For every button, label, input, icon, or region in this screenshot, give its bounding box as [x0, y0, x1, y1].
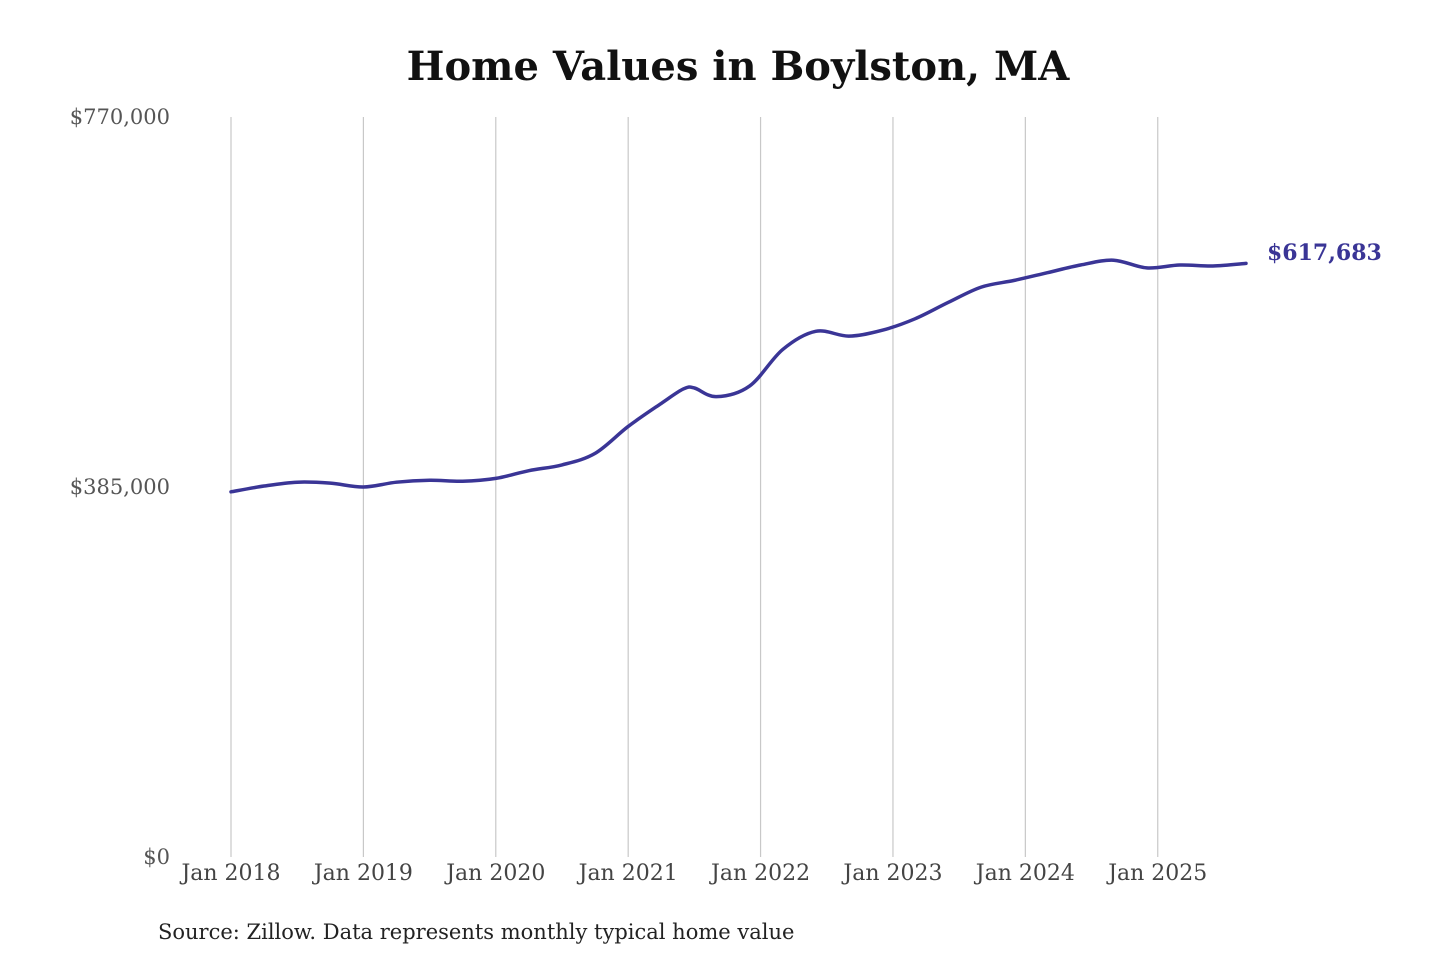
home-value-line	[229, 258, 1248, 494]
chart-title: Home Values in Boylston, MA	[407, 43, 1071, 90]
series-layer	[229, 258, 1248, 494]
x-tick-label: Jan 2023	[841, 861, 942, 886]
x-tick-label: Jan 2024	[974, 861, 1075, 886]
x-axis-tick-labels: Jan 2018 Jan 2019 Jan 2020 Jan 2021 Jan 2022…	[179, 861, 1207, 886]
gridlines	[230, 117, 1159, 857]
x-tick-label: Jan 2025	[1106, 861, 1207, 886]
x-tick-label: Jan 2019	[312, 861, 413, 886]
y-tick-label: $385,000	[70, 475, 170, 499]
x-tick-label: Jan 2018	[179, 861, 280, 886]
x-tick-label: Jan 2021	[577, 861, 678, 886]
y-tick-label: $0	[143, 845, 170, 869]
x-tick-label: Jan 2020	[444, 861, 545, 886]
x-tick-label: Jan 2022	[709, 861, 810, 886]
last-value-label: $617,683	[1267, 240, 1382, 266]
y-axis-tick-labels: $0 $385,000 $770,000	[70, 105, 170, 869]
source-note: Source: Zillow. Data represents monthly …	[158, 920, 794, 944]
y-tick-label: $770,000	[70, 105, 170, 129]
